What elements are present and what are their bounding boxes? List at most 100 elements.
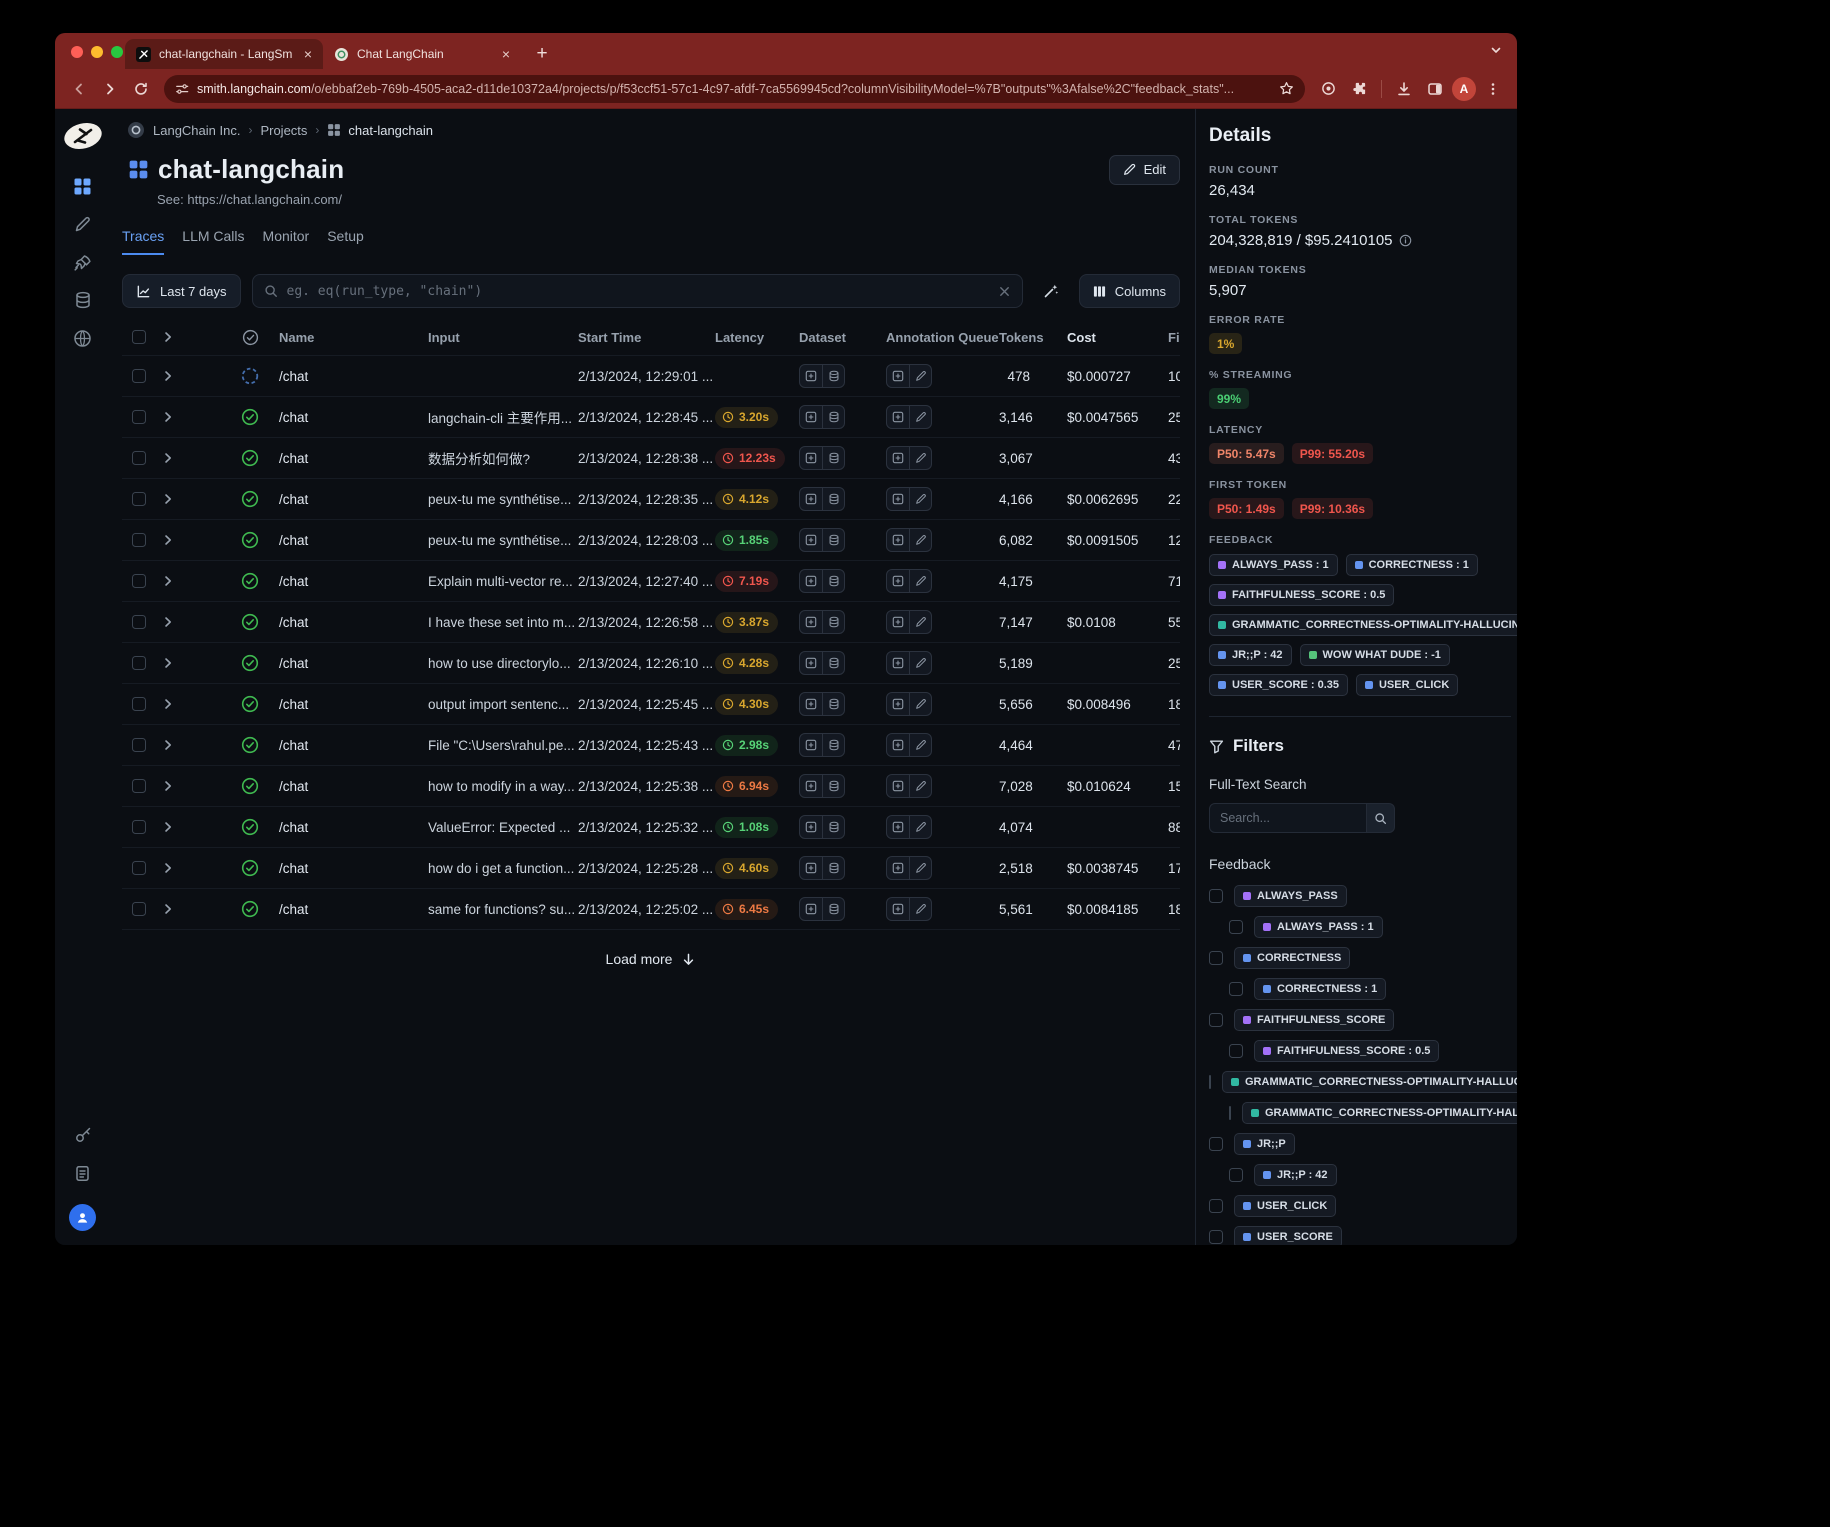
table-row[interactable]: /chat 数据分析如何做? 2/13/2024, 12:28:38 ... 1… bbox=[122, 437, 1180, 478]
filter-checkbox[interactable] bbox=[1209, 1013, 1223, 1027]
add-to-annotation-queue-button[interactable] bbox=[886, 405, 932, 429]
feedback-badge[interactable]: CORRECTNESS bbox=[1234, 947, 1351, 969]
annotate-pencil-icon[interactable] bbox=[909, 693, 931, 715]
sidebar-item-deployments[interactable] bbox=[65, 245, 101, 279]
bookmark-star-icon[interactable] bbox=[1279, 81, 1294, 96]
dataset-add-icon[interactable] bbox=[800, 693, 822, 715]
run-name[interactable]: /chat bbox=[279, 573, 309, 589]
add-to-dataset-button[interactable] bbox=[799, 692, 845, 716]
col-latency[interactable]: Latency bbox=[715, 329, 765, 345]
feedback-badge[interactable]: FAITHFULNESS_SCORE bbox=[1234, 1009, 1395, 1031]
tab-traces[interactable]: Traces bbox=[122, 228, 165, 255]
add-to-dataset-button[interactable] bbox=[799, 733, 845, 757]
dataset-icon[interactable] bbox=[822, 857, 844, 879]
queue-add-icon[interactable] bbox=[887, 447, 909, 469]
filter-query-input[interactable] bbox=[286, 283, 989, 299]
run-name[interactable]: /chat bbox=[279, 696, 309, 712]
extensions-puzzle-icon[interactable] bbox=[1345, 75, 1373, 103]
table-row[interactable]: /chat how to modify in a way... 2/13/202… bbox=[122, 765, 1180, 806]
filter-checkbox[interactable] bbox=[1209, 1075, 1211, 1089]
browser-tab-langsmith[interactable]: chat-langchain - LangSmith × bbox=[125, 39, 323, 69]
tab-llm-calls[interactable]: LLM Calls bbox=[182, 228, 245, 244]
feedback-badge[interactable]: ALWAYS_PASS bbox=[1234, 885, 1347, 907]
dataset-add-icon[interactable] bbox=[800, 734, 822, 756]
filter-item[interactable]: JR;;P bbox=[1209, 1133, 1511, 1155]
sidebar-item-datasets[interactable] bbox=[65, 283, 101, 317]
feedback-badge[interactable]: USER_CLICK bbox=[1234, 1195, 1337, 1217]
feedback-badge[interactable]: CORRECTNESS : 1 bbox=[1254, 978, 1387, 1000]
side-panel-icon[interactable] bbox=[1421, 75, 1449, 103]
add-to-dataset-button[interactable] bbox=[799, 651, 845, 675]
col-annotation-queue[interactable]: Annotation Queue bbox=[886, 329, 999, 345]
feedback-badge[interactable]: CORRECTNESS : 1 bbox=[1345, 554, 1478, 576]
table-row[interactable]: /chat Explain multi-vector re... 2/13/20… bbox=[122, 560, 1180, 601]
feedback-badge[interactable]: ALWAYS_PASS : 1 bbox=[1254, 916, 1383, 938]
row-checkbox[interactable] bbox=[132, 779, 146, 793]
full-text-search-input[interactable] bbox=[1209, 803, 1367, 833]
row-checkbox[interactable] bbox=[132, 656, 146, 670]
queue-add-icon[interactable] bbox=[887, 406, 909, 428]
table-row[interactable]: /chat File "C:\Users\rahul.pe... 2/13/20… bbox=[122, 724, 1180, 765]
queue-add-icon[interactable] bbox=[887, 611, 909, 633]
annotate-pencil-icon[interactable] bbox=[909, 570, 931, 592]
dataset-add-icon[interactable] bbox=[800, 488, 822, 510]
filter-item[interactable]: FAITHFULNESS_SCORE bbox=[1209, 1009, 1511, 1031]
dataset-icon[interactable] bbox=[822, 611, 844, 633]
col-dataset[interactable]: Dataset bbox=[799, 329, 846, 345]
row-checkbox[interactable] bbox=[132, 451, 146, 465]
run-name[interactable]: /chat bbox=[279, 368, 309, 384]
feedback-badge[interactable]: GRAMMATIC_CORRECTNESS-OPTIMALITY-HAL bbox=[1242, 1102, 1517, 1124]
filter-checkbox[interactable] bbox=[1229, 920, 1243, 934]
queue-add-icon[interactable] bbox=[887, 488, 909, 510]
info-icon[interactable] bbox=[1399, 234, 1412, 247]
filter-item[interactable]: USER_CLICK bbox=[1209, 1195, 1511, 1217]
row-checkbox[interactable] bbox=[132, 574, 146, 588]
add-to-dataset-button[interactable] bbox=[799, 897, 845, 921]
annotate-pencil-icon[interactable] bbox=[909, 816, 931, 838]
browser-profile-avatar[interactable]: A bbox=[1452, 76, 1476, 101]
filter-item[interactable]: CORRECTNESS bbox=[1209, 947, 1511, 969]
load-more-button[interactable]: Load more bbox=[590, 941, 713, 977]
filter-item[interactable]: ALWAYS_PASS bbox=[1209, 885, 1511, 907]
filter-checkbox[interactable] bbox=[1229, 1044, 1243, 1058]
sidebar-item-annotation-queues[interactable] bbox=[65, 207, 101, 241]
close-window-button[interactable] bbox=[71, 46, 83, 58]
table-row[interactable]: /chat how to use directorylo... 2/13/202… bbox=[122, 642, 1180, 683]
add-to-dataset-button[interactable] bbox=[799, 405, 845, 429]
row-checkbox[interactable] bbox=[132, 615, 146, 629]
edit-button[interactable]: Edit bbox=[1108, 154, 1180, 185]
dataset-add-icon[interactable] bbox=[800, 898, 822, 920]
feedback-badge[interactable]: FAITHFULNESS_SCORE : 0.5 bbox=[1254, 1040, 1440, 1062]
table-row[interactable]: /chat same for functions? su... 2/13/202… bbox=[122, 888, 1180, 929]
row-checkbox[interactable] bbox=[132, 902, 146, 916]
row-checkbox[interactable] bbox=[132, 533, 146, 547]
dataset-add-icon[interactable] bbox=[800, 857, 822, 879]
select-all-checkbox[interactable] bbox=[132, 330, 146, 344]
table-row[interactable]: /chat 2/13/2024, 12:29:01 ... 478 $0.000… bbox=[122, 355, 1180, 396]
filter-item[interactable]: FAITHFULNESS_SCORE : 0.5 bbox=[1209, 1040, 1511, 1062]
dataset-icon[interactable] bbox=[822, 898, 844, 920]
dataset-icon[interactable] bbox=[822, 570, 844, 592]
add-to-dataset-button[interactable] bbox=[799, 446, 845, 470]
expand-row-icon[interactable] bbox=[152, 902, 184, 916]
browser-menu-icon[interactable] bbox=[1479, 75, 1507, 103]
dataset-icon[interactable] bbox=[822, 529, 844, 551]
queue-add-icon[interactable] bbox=[887, 734, 909, 756]
full-text-search-button[interactable] bbox=[1367, 803, 1395, 833]
sidebar-item-hub[interactable] bbox=[65, 321, 101, 355]
expand-row-icon[interactable] bbox=[152, 820, 184, 834]
filter-checkbox[interactable] bbox=[1209, 1199, 1223, 1213]
breadcrumb-projects[interactable]: Projects bbox=[260, 122, 308, 138]
breadcrumb-current[interactable]: chat-langchain bbox=[327, 123, 433, 138]
col-name[interactable]: Name bbox=[279, 329, 315, 345]
queue-add-icon[interactable] bbox=[887, 898, 909, 920]
row-checkbox[interactable] bbox=[132, 738, 146, 752]
run-name[interactable]: /chat bbox=[279, 737, 309, 753]
expand-row-icon[interactable] bbox=[152, 533, 184, 547]
add-to-annotation-queue-button[interactable] bbox=[886, 364, 932, 388]
queue-add-icon[interactable] bbox=[887, 693, 909, 715]
run-name[interactable]: /chat bbox=[279, 614, 309, 630]
add-to-annotation-queue-button[interactable] bbox=[886, 897, 932, 921]
filter-checkbox[interactable] bbox=[1209, 951, 1223, 965]
new-tab-button[interactable]: + bbox=[536, 43, 548, 64]
